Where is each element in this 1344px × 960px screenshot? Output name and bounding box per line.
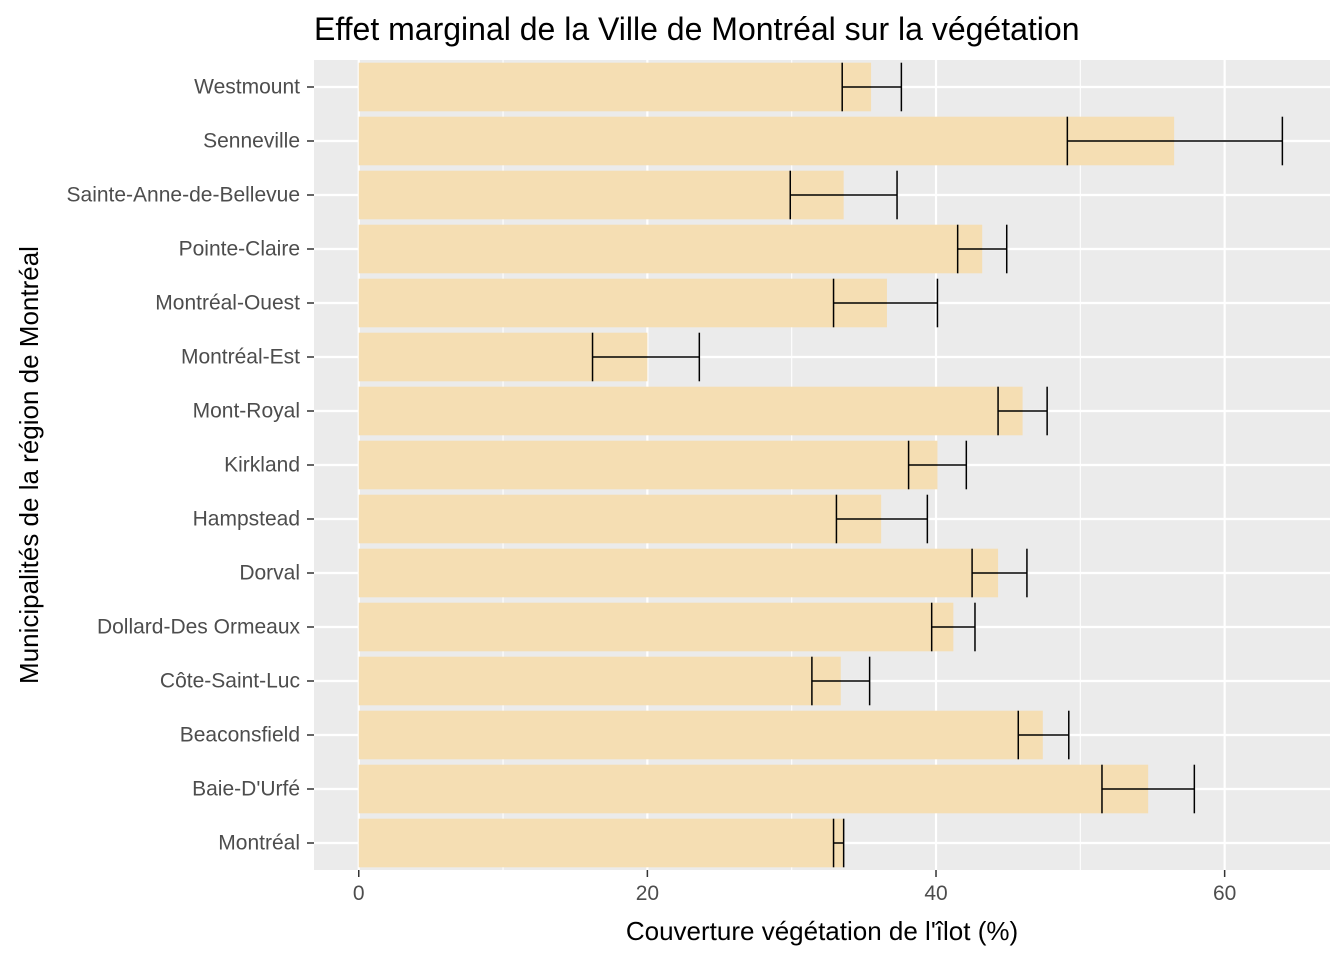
y-tick-label: Kirkland [224,454,300,477]
chart-title: Effet marginal de la Ville de Montréal s… [314,11,1079,47]
bar [358,656,841,706]
bar [358,224,983,274]
bar [358,764,1149,814]
bar [358,710,1043,760]
error-bar [1066,116,1284,166]
y-axis-title: Municipalités de la région de Montréal [14,246,44,684]
bar [358,170,844,220]
bar [358,440,938,490]
y-tick-label: Côte-Saint-Luc [160,670,300,693]
y-tick-label: Westmount [194,76,300,99]
error-bar [1101,764,1196,814]
bar [358,494,882,544]
x-tick-label: 40 [924,882,947,905]
error-bar [971,548,1028,598]
y-tick-label: Senneville [203,130,300,153]
bar [358,386,1023,436]
bars [358,62,1175,868]
x-tick-label: 0 [353,882,365,905]
y-axis: Montréal Baie-D'Urfé Beaconsfield Côte-Sain… [67,76,314,855]
error-bar [835,494,929,544]
error-bar [591,332,701,382]
y-tick-label: Dorval [239,562,300,585]
y-tick-label: Baie-D'Urfé [192,778,300,801]
y-tick-label: Hampstead [193,508,300,531]
y-tick-label: Beaconsfield [180,724,300,747]
x-tick-label: 60 [1213,882,1236,905]
x-axis-title: Couverture végétation de l'îlot (%) [626,916,1018,946]
error-bar [930,602,976,652]
y-tick-label: Mont-Royal [193,400,300,423]
error-bar [841,62,903,112]
error-bar [832,818,845,868]
bar [358,548,999,598]
bar [358,602,954,652]
y-tick-label: Montréal [218,832,300,855]
y-tick-label: Sainte-Anne-de-Bellevue [67,184,300,207]
error-bar [789,170,898,220]
y-tick-label: Pointe-Claire [179,238,300,261]
error-bar [1017,710,1070,760]
error-bars [591,62,1284,868]
bar [358,818,844,868]
error-bar [907,440,968,490]
error-bar [956,224,1008,274]
error-bar [997,386,1048,436]
bar [358,278,887,328]
error-bar [811,656,871,706]
y-tick-label: Montréal-Ouest [155,292,300,315]
y-tick-label: Montréal-Est [181,346,300,369]
y-tick-label: Dollard-Des Ormeaux [97,616,301,639]
bar [358,116,1175,166]
bar [358,62,872,112]
x-tick-label: 20 [636,882,659,905]
x-axis: 0 20 40 60 [353,870,1236,905]
error-bar [832,278,939,328]
